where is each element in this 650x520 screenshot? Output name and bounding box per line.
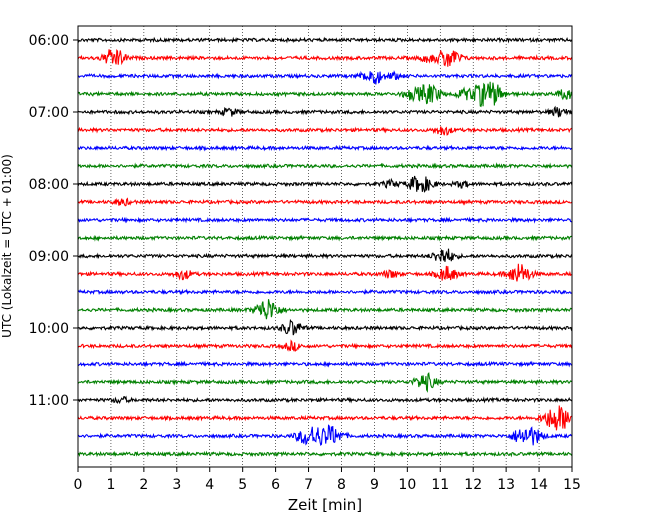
trace-row — [77, 197, 573, 207]
x-tick-label: 3 — [172, 477, 181, 493]
trace-row — [77, 175, 573, 193]
x-tick-label: 10 — [398, 477, 416, 493]
trace-row — [77, 162, 573, 170]
trace-row — [77, 70, 573, 85]
x-tick-label: 9 — [370, 477, 379, 493]
x-tick-label: 6 — [271, 477, 280, 493]
x-tick-label: 4 — [205, 477, 214, 493]
seismogram-trace — [77, 81, 573, 108]
seismogram-trace — [77, 263, 573, 282]
x-tick-label: 12 — [464, 477, 482, 493]
x-axis-label: Zeit [min] — [288, 496, 362, 514]
seismogram-trace — [77, 339, 573, 353]
trace-row — [77, 144, 573, 152]
trace-row — [77, 234, 573, 242]
trace-row — [77, 36, 573, 44]
x-tick-label: 13 — [497, 477, 515, 493]
trace-row — [77, 81, 573, 108]
trace-row — [77, 424, 573, 446]
y-tick-label: 06:00 — [29, 33, 69, 49]
seismogram-trace — [77, 70, 573, 85]
seismogram-trace — [77, 424, 573, 446]
x-axis-ticks: 0 1 2 3 4 5 6 7 8 9 10 11 12 13 14 15 — [74, 467, 581, 493]
y-axis-label: UTC (Lokalzeit = UTC + 01:00) — [0, 154, 14, 338]
seismogram-trace — [77, 248, 573, 262]
trace-row — [77, 288, 573, 296]
y-axis-ticks: 06:00 07:00 08:00 09:00 10:00 11:00 — [29, 33, 78, 409]
seismogram-trace — [77, 216, 573, 224]
y-tick-label: 07:00 — [29, 105, 69, 121]
x-tick-label: 0 — [74, 477, 83, 493]
y-tick-label: 11:00 — [29, 393, 69, 409]
x-tick-label: 5 — [238, 477, 247, 493]
y-tick-label: 09:00 — [29, 249, 69, 265]
x-tick-label: 11 — [431, 477, 449, 493]
y-tick-label: 10:00 — [29, 321, 69, 337]
trace-row — [77, 248, 573, 262]
x-tick-label: 2 — [139, 477, 148, 493]
trace-row — [77, 450, 573, 458]
trace-row — [77, 360, 573, 368]
seismogram-trace — [77, 48, 573, 67]
seismogram-trace — [77, 372, 573, 393]
trace-row — [77, 48, 573, 67]
trace-row — [77, 395, 573, 405]
seismogram-trace — [77, 318, 573, 336]
seismogram-trace — [77, 162, 573, 170]
seismogram-trace — [77, 360, 573, 368]
seismogram-trace — [77, 144, 573, 152]
x-tick-label: 8 — [337, 477, 346, 493]
x-tick-label: 7 — [304, 477, 313, 493]
seismogram-trace — [77, 450, 573, 458]
seismogram-trace — [77, 197, 573, 207]
seismogram-trace — [77, 234, 573, 242]
y-tick-label: 08:00 — [29, 177, 69, 193]
trace-row — [77, 263, 573, 282]
seismogram-trace — [77, 105, 573, 118]
trace-row — [77, 299, 573, 320]
seismogram-trace — [77, 299, 573, 320]
trace-row — [77, 339, 573, 353]
trace-row — [77, 405, 573, 431]
x-tick-label: 14 — [530, 477, 548, 493]
seismogram-trace — [77, 126, 573, 136]
seismogram-trace — [77, 405, 573, 431]
trace-row — [77, 318, 573, 336]
x-tick-label: 15 — [563, 477, 581, 493]
trace-rows — [77, 36, 573, 458]
plot-frame — [77, 25, 573, 468]
trace-row — [77, 216, 573, 224]
seismogram-trace — [77, 288, 573, 296]
trace-row — [77, 372, 573, 393]
trace-row — [77, 105, 573, 118]
seismogram-trace — [77, 36, 573, 44]
seismogram-trace — [77, 395, 573, 405]
seismogram-trace — [77, 175, 573, 193]
trace-row — [77, 126, 573, 136]
x-tick-label: 1 — [106, 477, 115, 493]
